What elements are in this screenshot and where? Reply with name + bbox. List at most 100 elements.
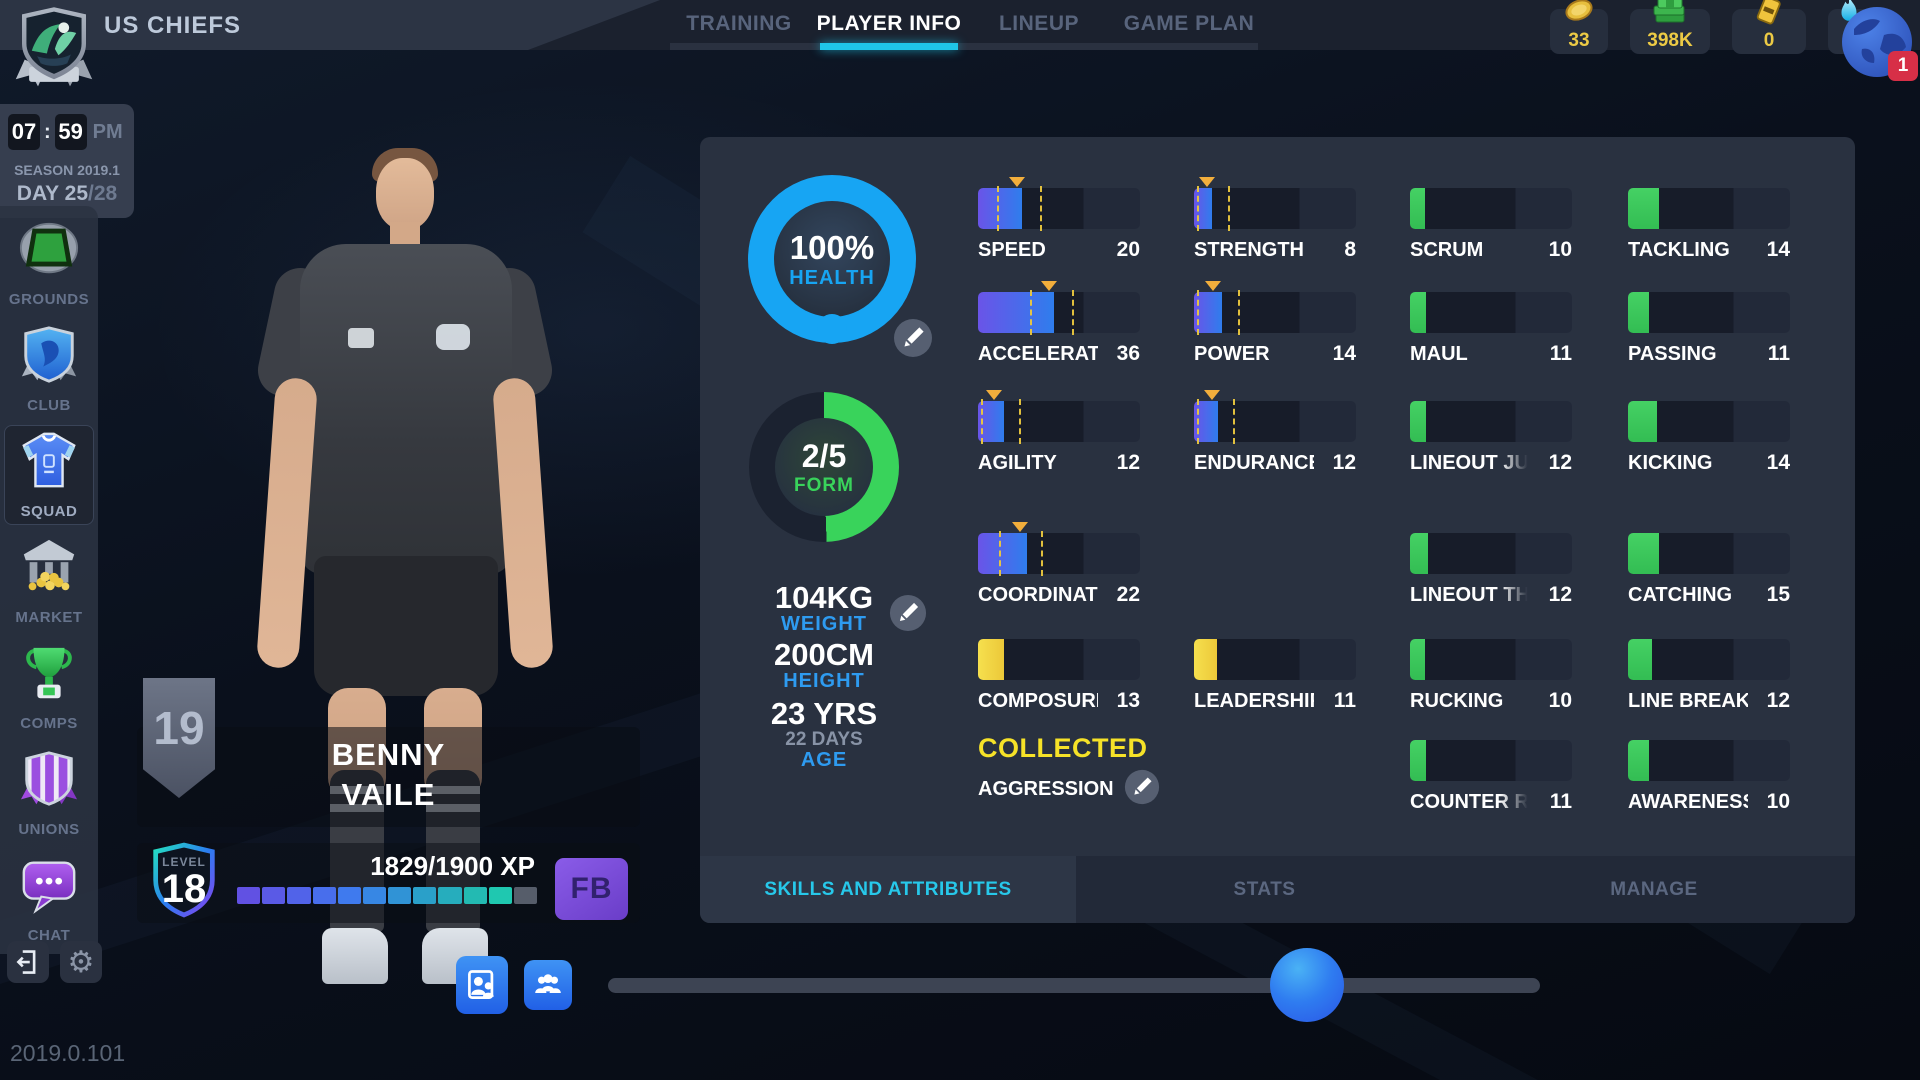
clock-hour: 07 [8, 114, 40, 150]
sidebar-item-market[interactable]: MARKET [0, 528, 98, 634]
stat-scrum: SCRUM 10 [1410, 188, 1572, 262]
tab-game-plan[interactable]: GAME PLAN [1123, 12, 1255, 35]
stat-label: COORDINATION [978, 584, 1098, 606]
height-value: 200CM [774, 637, 874, 672]
tab-training[interactable]: TRAINING [686, 12, 792, 35]
weight-label: WEIGHT [781, 613, 867, 635]
stat-label: COMPOSURE [978, 690, 1098, 712]
sidebar-item-label: MARKET [15, 609, 83, 626]
stat-label: KICKING [1628, 452, 1713, 474]
stat-value: 11 [1549, 790, 1572, 813]
potential-marker-icon [1012, 522, 1029, 532]
stat-value: 11 [1333, 689, 1356, 712]
jersey-number-badge: 19 [143, 678, 215, 798]
stat-line-breaking: LINE BREAKING 12 [1628, 639, 1790, 713]
sidebar-item-chat[interactable]: CHAT [0, 846, 98, 952]
currency-value: 398K [1647, 30, 1693, 51]
stat-bar [978, 177, 1140, 231]
panel-footer-tabs: SKILLS AND ATTRIBUTES STATS MANAGE [700, 856, 1855, 923]
footer-tab-skills-and-attributes[interactable]: SKILLS AND ATTRIBUTES [700, 856, 1076, 923]
footer-tab-manage[interactable]: MANAGE [1453, 856, 1855, 923]
player-shorts [314, 556, 498, 696]
stat-lineout-jumping: LINEOUT JUMPING 12 [1410, 401, 1572, 475]
stat-bar [1410, 401, 1572, 442]
stat-value: 12 [1766, 689, 1790, 712]
health-value: 100% [789, 228, 875, 266]
team-banner [0, 0, 660, 50]
stat-bar [1410, 188, 1572, 229]
tab-lineup[interactable]: LINEUP [998, 12, 1079, 35]
stat-value: 10 [1548, 689, 1572, 712]
stat-bar [978, 281, 1140, 335]
stat-label: STRENGTH [1194, 239, 1304, 261]
player-face [376, 158, 434, 230]
stat-endurance: ENDURANCE 12 [1194, 390, 1356, 475]
facebook-button[interactable]: FB [555, 858, 628, 920]
aggression-label: AGGRESSION [978, 778, 1114, 800]
main-tabs: TRAINING PLAYER INFO LINEUP GAME PLAN [664, 0, 1264, 50]
sidebar-item-comps[interactable]: COMPS [0, 634, 98, 740]
stat-label: PASSING [1628, 343, 1717, 365]
coin-icon [1562, 0, 1596, 30]
world-button[interactable]: 1 [1840, 5, 1918, 81]
stat-bar [1628, 292, 1790, 333]
potential-marker-icon [1203, 390, 1220, 400]
height-label: HEIGHT [783, 670, 865, 692]
stat-power: POWER 14 [1194, 281, 1356, 366]
xp-progress-bar [237, 887, 538, 904]
stat-leadership: LEADERSHIP 11 [1194, 639, 1356, 713]
settings-gear-icon[interactable]: ⚙ [60, 941, 102, 983]
stat-rucking: RUCKING 10 [1410, 639, 1572, 713]
stat-value: 13 [1116, 689, 1140, 712]
stat-bar [1628, 188, 1790, 229]
stat-value: 14 [1766, 238, 1790, 261]
currency-cash[interactable]: 398K [1630, 0, 1710, 54]
form-ring: 2/5 FORM [749, 392, 899, 542]
stat-label: SPEED [978, 239, 1046, 261]
currency-coin[interactable]: 33 [1550, 0, 1608, 54]
stat-label: ENDURANCE [1194, 452, 1314, 474]
player-jersey [300, 244, 512, 574]
player-last-name: VAILE [341, 777, 436, 812]
stat-counter-rucking: COUNTER RUCKING 11 [1410, 740, 1572, 814]
exit-button[interactable] [7, 941, 49, 983]
club-icon [18, 326, 80, 390]
footer-tab-stats[interactable]: STATS [1076, 856, 1453, 923]
stat-label: LINE BREAKING [1628, 690, 1748, 712]
sidebar-item-unions[interactable]: UNIONS [0, 740, 98, 846]
stat-agility: AGILITY 12 [978, 390, 1140, 475]
aggression-block: COLLECTED AGGRESSION [978, 733, 1160, 810]
stat-bar [1628, 401, 1790, 442]
sidebar-item-squad[interactable]: SQUAD [0, 422, 98, 528]
stat-bar [978, 639, 1140, 680]
team-group-button[interactable] [524, 960, 572, 1010]
slider-knob[interactable] [1270, 948, 1344, 1022]
health-label: HEALTH [789, 266, 875, 289]
friends-card-button[interactable] [456, 956, 508, 1014]
stat-bar [1194, 639, 1356, 680]
stat-bar [978, 522, 1140, 576]
team-crest-icon[interactable] [14, 2, 94, 96]
stat-bar [1410, 639, 1572, 680]
potential-marker-icon [986, 390, 1003, 400]
edit-weight-pencil-icon[interactable] [889, 594, 927, 632]
stat-label: ACCELERATION [978, 343, 1098, 365]
currency-ticket[interactable]: 0 [1732, 0, 1806, 54]
potential-marker-icon [1041, 281, 1058, 291]
stat-value: 11 [1549, 342, 1572, 365]
tab-player-info[interactable]: PLAYER INFO [814, 0, 964, 50]
stat-label: POWER [1194, 343, 1270, 365]
stat-coordination: COORDINATION 22 [978, 522, 1140, 607]
edit-health-pencil-icon[interactable] [893, 318, 933, 358]
sidebar-item-grounds[interactable]: GROUNDS [0, 210, 98, 316]
player-name-panel: BENNY VAILE [137, 727, 640, 827]
stat-bar [1194, 177, 1356, 231]
sidebar-item-club[interactable]: CLUB [0, 316, 98, 422]
edit-aggression-pencil-icon[interactable] [1124, 769, 1160, 810]
slider-track[interactable] [608, 978, 1540, 993]
stat-label: COUNTER RUCKING [1410, 791, 1530, 813]
stat-label: AWARENESS [1628, 791, 1748, 813]
stat-speed: SPEED 20 [978, 177, 1140, 262]
camera-zoom-slider [608, 948, 1540, 1022]
stat-label: LEADERSHIP [1194, 690, 1314, 712]
